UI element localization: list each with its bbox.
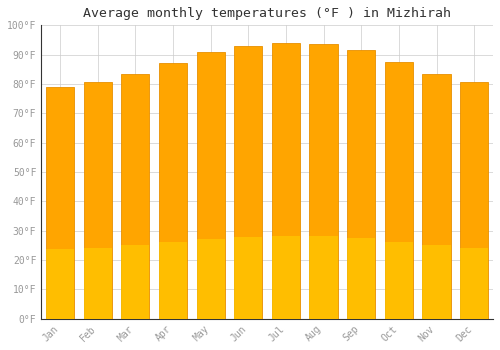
Title: Average monthly temperatures (°F ) in Mizhirah: Average monthly temperatures (°F ) in Mi…: [83, 7, 451, 20]
Bar: [460, 248, 488, 318]
Bar: [422, 74, 450, 318]
Bar: [234, 46, 262, 319]
Bar: [196, 239, 225, 318]
Bar: [234, 237, 262, 318]
Bar: [272, 236, 300, 318]
Bar: [310, 236, 338, 318]
Bar: [272, 43, 300, 318]
Bar: [84, 248, 112, 318]
Bar: [385, 241, 413, 318]
Bar: [159, 63, 187, 319]
Bar: [84, 83, 112, 318]
Bar: [46, 87, 74, 318]
Bar: [422, 245, 450, 318]
Bar: [310, 44, 338, 318]
Bar: [196, 52, 225, 318]
Bar: [159, 242, 187, 318]
Bar: [121, 245, 150, 318]
Bar: [347, 50, 376, 318]
Bar: [347, 238, 376, 318]
Bar: [385, 62, 413, 318]
Bar: [121, 74, 150, 318]
Bar: [46, 249, 74, 318]
Bar: [460, 83, 488, 318]
